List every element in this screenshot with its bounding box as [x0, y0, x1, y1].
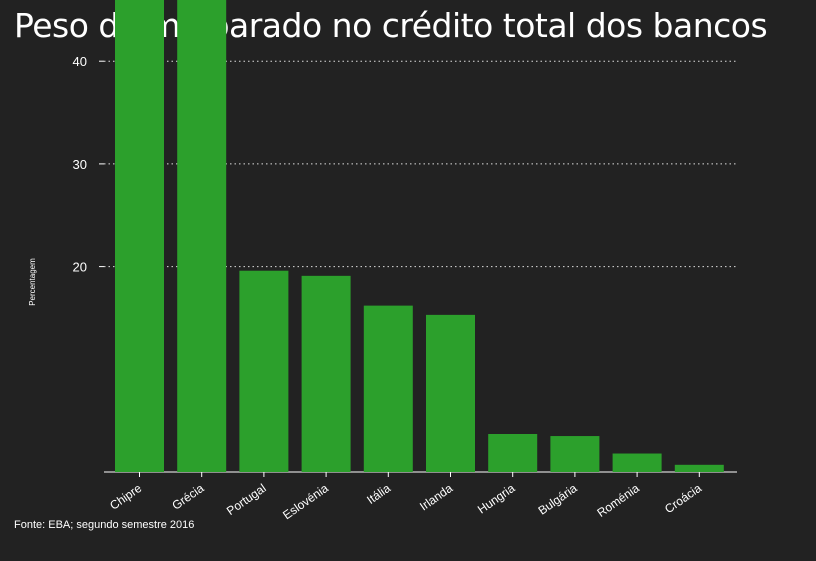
y-tick-label: 20	[73, 260, 87, 275]
y-axis-ticks: 20 30 40	[73, 54, 104, 275]
x-tick-label: Bulgária	[536, 481, 580, 518]
x-tick-label: Chipre	[107, 481, 144, 513]
x-tick-label: Irlanda	[417, 481, 455, 514]
bar-Portugal	[239, 270, 289, 472]
bar-Eslovénia	[301, 275, 351, 472]
x-tick-label: Eslovénia	[280, 481, 331, 522]
x-axis-labels: Chipre Grécia Portugal Eslovénia Itália Irlan…	[107, 472, 704, 522]
x-tick-label: Portugal	[224, 481, 269, 518]
bar-Croácia	[674, 464, 724, 472]
bar-Grécia	[177, 0, 227, 473]
bar-Hungria	[488, 434, 538, 472]
x-tick-label: Hungria	[475, 481, 518, 517]
y-tick-label: 40	[73, 54, 87, 69]
bar-Roménia	[612, 453, 662, 472]
source-note: Fonte: EBA; segundo semestre 2016	[14, 519, 195, 531]
bars	[115, 0, 724, 473]
x-tick-label: Grécia	[169, 481, 206, 513]
bar-Itália	[363, 305, 413, 472]
bar-Chipre	[115, 0, 164, 473]
bar-Bulgária	[550, 436, 600, 472]
y-tick-label: 30	[73, 157, 87, 172]
x-tick-label: Itália	[364, 481, 393, 507]
y-axis-label: Percentagem	[28, 258, 37, 306]
bar-Irlanda	[426, 314, 475, 472]
x-tick-label: Croácia	[662, 481, 704, 516]
x-tick-label: Roménia	[594, 481, 642, 520]
